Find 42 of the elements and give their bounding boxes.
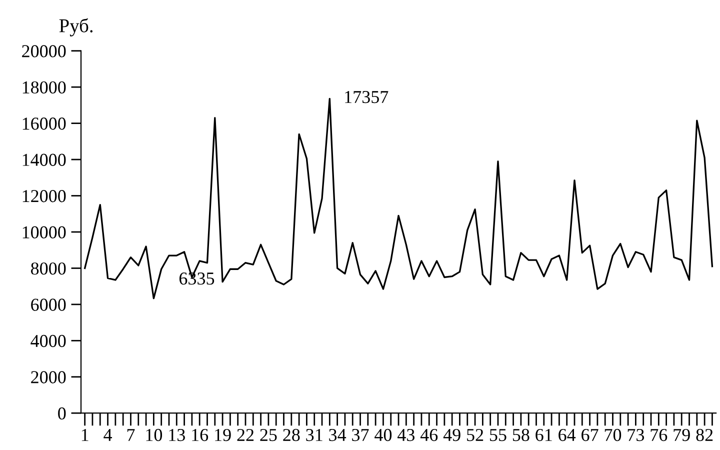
x-tick-label: 34 xyxy=(329,428,346,442)
x-tick-label: 82 xyxy=(696,428,713,442)
annotation: 17357 xyxy=(345,90,388,104)
y-tick-label: 12000 xyxy=(22,190,66,202)
x-tick-label: 76 xyxy=(650,428,668,442)
y-tick-label: 20000 xyxy=(22,45,66,58)
x-tick-label: 31 xyxy=(306,428,322,442)
y-tick-label: 6000 xyxy=(31,298,66,311)
x-tick-label: 4 xyxy=(104,429,112,441)
x-tick-label: 61 xyxy=(536,428,552,442)
x-tick-label: 73 xyxy=(628,428,644,442)
x-tick-label: 16 xyxy=(192,428,208,442)
x-tick-label: 13 xyxy=(169,428,185,442)
x-tick-label: 58 xyxy=(512,428,530,442)
y-tick-label: 8000 xyxy=(30,262,66,275)
x-tick-label: 79 xyxy=(674,428,690,442)
y-tick-label: 0 xyxy=(58,407,66,420)
y-tick-label: 2000 xyxy=(31,371,66,384)
x-tick-label: 25 xyxy=(260,428,277,442)
x-tick-label: 64 xyxy=(558,428,576,442)
x-tick-label: 7 xyxy=(127,429,135,441)
x-tick-label: 28 xyxy=(283,428,300,442)
y-tick-label: 4000 xyxy=(30,334,66,348)
x-tick-label: 70 xyxy=(604,428,622,442)
y-tick-label: 18000 xyxy=(22,81,66,94)
x-tick-label: 1 xyxy=(82,428,88,441)
x-tick-label: 52 xyxy=(467,428,484,442)
x-tick-label: 55 xyxy=(490,429,506,442)
y-tick-label: 16000 xyxy=(22,118,66,130)
x-tick-label: 22 xyxy=(237,428,254,441)
y-axis-title: Руб. xyxy=(59,18,93,36)
x-tick-label: 43 xyxy=(397,428,414,442)
x-tick-label: 40 xyxy=(374,428,392,442)
x-tick-label: 49 xyxy=(443,428,460,442)
y-tick-label: 14000 xyxy=(22,154,66,166)
x-tick-label: 46 xyxy=(420,428,438,442)
x-tick-label: 19 xyxy=(215,428,231,442)
x-tick-label: 10 xyxy=(146,428,162,442)
annotation: 6335 xyxy=(179,272,214,285)
x-tick-label: 67 xyxy=(582,428,598,442)
y-tick-label: 10000 xyxy=(22,226,66,238)
x-tick-label: 37 xyxy=(352,428,369,442)
